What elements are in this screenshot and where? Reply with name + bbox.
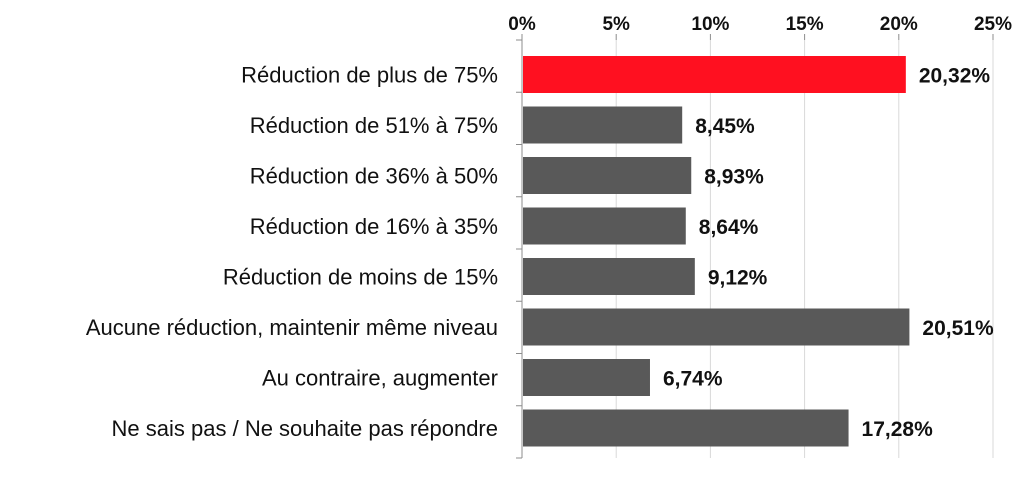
value-labels: 20,32% 8,45% 8,93% 8,64% 9,12% 20,51% 6,74% 17,… [663,65,994,442]
data-label: 6,74% [663,368,723,391]
data-label: 8,45% [695,115,755,138]
category-label: Réduction de moins de 15% [223,265,498,290]
x-axis-ticks: 0% 5% 10% 15% 20% 25% [508,14,1012,459]
bar [523,157,692,194]
category-label: Réduction de plus de 75% [241,63,498,88]
bar [523,409,849,447]
x-tick-label: 0% [508,14,536,35]
category-label: Au contraire, augmenter [262,366,498,391]
category-label: Ne sais pas / Ne souhaite pas répondre [112,416,498,441]
data-label: 20,51% [922,317,994,340]
x-tick-label: 5% [602,14,630,35]
data-label: 9,12% [708,267,768,290]
bars [523,56,910,447]
bar [523,207,686,245]
category-label: Réduction de 51% à 75% [250,113,498,138]
x-tick-label: 10% [691,14,729,35]
x-tick-label: 25% [974,14,1012,35]
data-label: 8,64% [699,216,759,239]
bar [523,258,695,295]
bar [523,359,650,396]
data-label: 20,32% [919,65,991,88]
bar [523,56,906,93]
bar [523,106,683,144]
grid-lines [615,40,994,458]
x-tick-label: 15% [786,14,824,35]
data-label: 17,28% [862,418,934,441]
category-label: Aucune réduction, maintenir même niveau [86,315,498,340]
category-labels: Réduction de plus de 75% Réduction de 51%… [86,63,498,442]
category-label: Réduction de 16% à 35% [250,214,498,239]
category-label: Réduction de 36% à 50% [250,164,498,189]
data-label: 8,93% [704,166,764,189]
x-tick-label: 20% [880,14,918,35]
bar [523,308,910,346]
